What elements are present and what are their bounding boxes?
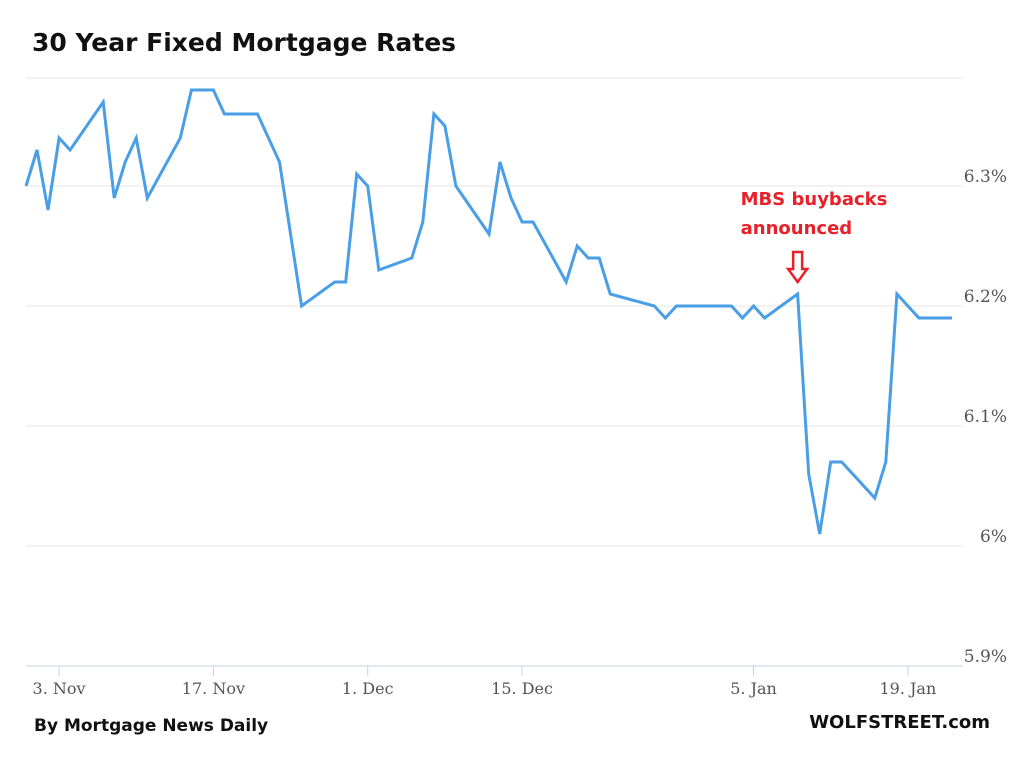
chart-title: 30 Year Fixed Mortgage Rates — [32, 28, 457, 57]
x-tick-label: 3. Nov — [33, 679, 86, 698]
y-tick-label: 6.2% — [964, 287, 1007, 307]
source-label: By Mortgage News Daily — [34, 716, 269, 736]
y-axis-ticks: 5.9% 6% 6.1% 6.2% 6.3% — [964, 167, 1007, 667]
annotation-text: MBS buybacks announced — [741, 189, 888, 239]
series-layer — [24, 88, 952, 535]
annotation-layer: MBS buybacks announced — [741, 189, 888, 285]
annotation-arrow-icon — [785, 250, 810, 285]
x-axis: 3. Nov 17. Nov 1. Dec 15. Dec 5. Jan 19. Jan — [26, 665, 963, 698]
x-tick-label: 15. Dec — [491, 679, 553, 698]
y-tick-label: 6% — [980, 527, 1007, 547]
brand-label: WOLFSTREET.com — [809, 712, 990, 733]
x-tick-label: 5. Jan — [730, 679, 777, 698]
y-tick-label: 6.3% — [964, 167, 1007, 187]
series-line — [24, 88, 952, 535]
x-tick-label: 17. Nov — [182, 679, 245, 698]
x-tick-label: 1. Dec — [342, 679, 394, 698]
x-tick-label: 19. Jan — [879, 679, 936, 698]
y-tick-label: 5.9% — [964, 647, 1007, 667]
gridlines — [26, 77, 963, 547]
y-tick-label: 6.1% — [964, 407, 1007, 427]
annotation-text-line: MBS buybacks — [741, 189, 888, 210]
annotation-text-line: announced — [741, 218, 853, 239]
